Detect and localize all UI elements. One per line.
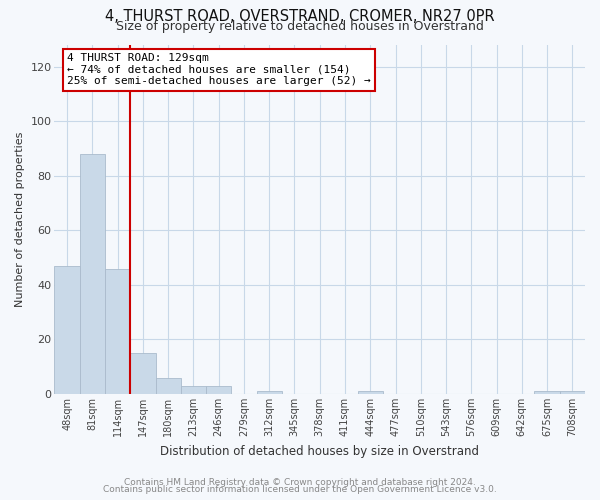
Text: Contains public sector information licensed under the Open Government Licence v3: Contains public sector information licen… [103, 485, 497, 494]
Bar [80, 154, 105, 394]
Bar [55, 266, 80, 394]
Bar [535, 392, 560, 394]
Text: Size of property relative to detached houses in Overstrand: Size of property relative to detached ho… [116, 20, 484, 33]
Text: Contains HM Land Registry data © Crown copyright and database right 2024.: Contains HM Land Registry data © Crown c… [124, 478, 476, 487]
Bar [105, 268, 130, 394]
Bar [560, 392, 585, 394]
Bar [130, 353, 155, 394]
Bar [358, 392, 383, 394]
Bar [181, 386, 206, 394]
Bar [206, 386, 232, 394]
Y-axis label: Number of detached properties: Number of detached properties [15, 132, 25, 307]
Text: 4, THURST ROAD, OVERSTRAND, CROMER, NR27 0PR: 4, THURST ROAD, OVERSTRAND, CROMER, NR27… [105, 9, 495, 24]
X-axis label: Distribution of detached houses by size in Overstrand: Distribution of detached houses by size … [160, 444, 479, 458]
Bar [257, 392, 282, 394]
Text: 4 THURST ROAD: 129sqm
← 74% of detached houses are smaller (154)
25% of semi-det: 4 THURST ROAD: 129sqm ← 74% of detached … [67, 53, 371, 86]
Bar [155, 378, 181, 394]
